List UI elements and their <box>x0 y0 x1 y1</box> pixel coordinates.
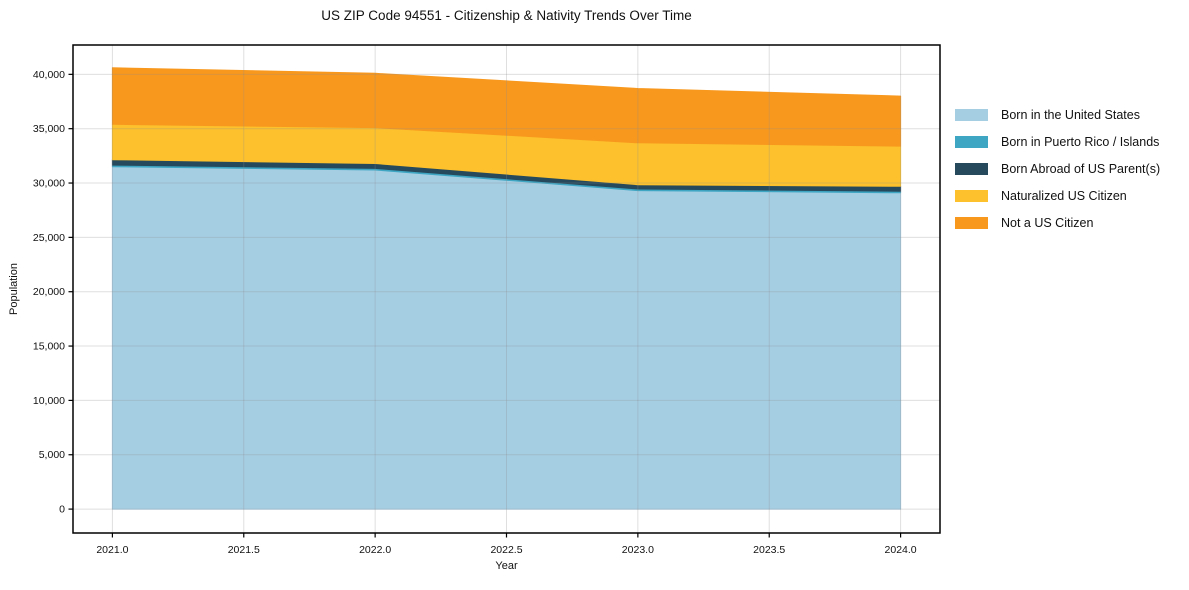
x-tick-label: 2023.5 <box>753 544 785 556</box>
x-tick-label: 2022.0 <box>359 544 391 556</box>
y-tick-label: 10,000 <box>33 395 65 407</box>
legend-label: Naturalized US Citizen <box>1001 188 1127 203</box>
x-axis-label: Year <box>495 560 518 572</box>
x-tick-label: 2021.5 <box>228 544 260 556</box>
y-tick-label: 20,000 <box>33 286 65 298</box>
legend-swatch <box>955 108 988 121</box>
y-tick-label: 25,000 <box>33 232 65 244</box>
y-tick-label: 30,000 <box>33 178 65 190</box>
y-tick-label: 15,000 <box>33 341 65 353</box>
legend: Born in the United States Born in Puerto … <box>955 101 1160 236</box>
legend-item-3: Naturalized US Citizen <box>955 182 1160 209</box>
legend-label: Born in Puerto Rico / Islands <box>1001 134 1160 149</box>
x-tick-label: 2022.5 <box>490 544 522 556</box>
y-tick-label: 40,000 <box>33 69 65 81</box>
legend-swatch <box>955 216 988 229</box>
legend-label: Born in the United States <box>1001 107 1140 122</box>
legend-item-1: Born in Puerto Rico / Islands <box>955 128 1160 155</box>
legend-swatch <box>955 135 988 148</box>
x-tick-label: 2024.0 <box>885 544 917 556</box>
legend-item-4: Not a US Citizen <box>955 209 1160 236</box>
legend-label: Not a US Citizen <box>1001 215 1094 230</box>
area-series-4 <box>111 67 902 147</box>
legend-label: Born Abroad of US Parent(s) <box>1001 161 1161 176</box>
x-tick-label: 2023.0 <box>622 544 654 556</box>
legend-item-0: Born in the United States <box>955 101 1160 128</box>
y-tick-label: 5,000 <box>39 449 65 461</box>
chart-title: US ZIP Code 94551 - Citizenship & Nativi… <box>321 8 692 23</box>
legend-swatch <box>955 189 988 202</box>
y-tick-label: 35,000 <box>33 123 65 135</box>
y-tick-label: 0 <box>59 504 65 516</box>
legend-item-2: Born Abroad of US Parent(s) <box>955 155 1160 182</box>
legend-swatch <box>955 162 988 175</box>
x-tick-label: 2021.0 <box>96 544 128 556</box>
